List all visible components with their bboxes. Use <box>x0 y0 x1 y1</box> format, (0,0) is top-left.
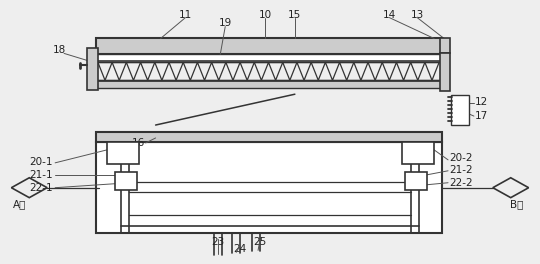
Text: 24: 24 <box>233 244 247 254</box>
Bar <box>96 54 442 62</box>
Text: 14: 14 <box>383 10 396 20</box>
Bar <box>451 95 469 125</box>
Bar <box>96 142 442 233</box>
Bar <box>96 61 442 81</box>
Text: 23: 23 <box>212 237 225 247</box>
Text: 12: 12 <box>475 97 488 107</box>
Text: 22-1: 22-1 <box>30 183 53 193</box>
Text: 15: 15 <box>288 10 301 20</box>
Text: B侧: B侧 <box>510 200 524 210</box>
Text: 25: 25 <box>253 237 267 247</box>
Text: 20-1: 20-1 <box>30 157 53 167</box>
Bar <box>96 39 442 54</box>
Text: 20-2: 20-2 <box>449 153 472 163</box>
Text: 13: 13 <box>410 10 424 20</box>
Text: 18: 18 <box>52 45 66 55</box>
Bar <box>107 142 139 164</box>
Text: 11: 11 <box>179 10 192 20</box>
Bar <box>440 39 450 53</box>
Bar <box>87 48 98 90</box>
Bar <box>440 53 450 91</box>
Text: 17: 17 <box>475 111 488 121</box>
Bar <box>406 172 427 190</box>
Text: 21-1: 21-1 <box>30 170 53 180</box>
Text: 19: 19 <box>219 18 232 27</box>
Text: A侧: A侧 <box>14 200 27 210</box>
Text: 22-2: 22-2 <box>449 178 472 188</box>
Bar <box>402 142 434 164</box>
Text: 21-2: 21-2 <box>449 165 472 175</box>
Bar <box>115 172 137 190</box>
Text: 10: 10 <box>259 10 272 20</box>
Bar <box>96 132 442 142</box>
Text: 16: 16 <box>132 138 145 148</box>
Bar <box>96 80 442 88</box>
